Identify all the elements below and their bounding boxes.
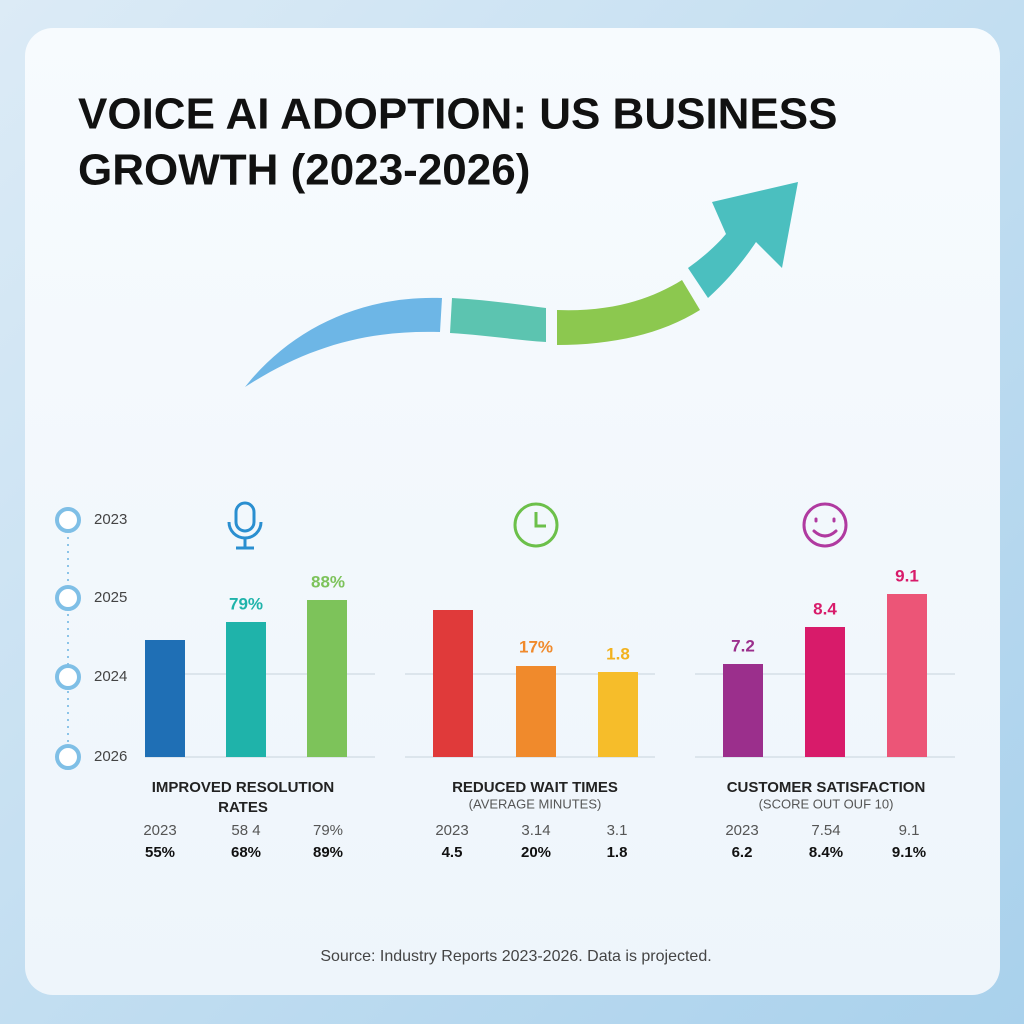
bar-label: 7.2 <box>731 636 755 655</box>
smiley-icon <box>802 502 848 548</box>
bar-label: 8.4 <box>813 599 837 618</box>
panel-subtitle: (AVERAGE MINUTES) <box>469 796 602 811</box>
clock-icon <box>513 502 559 548</box>
table-cell: 89% <box>313 844 343 861</box>
panel-title: REDUCED WAIT TIMES <box>452 779 618 796</box>
table-cell: 9.1 <box>899 822 920 839</box>
smiley-face <box>812 517 838 538</box>
bar <box>887 594 927 757</box>
bar <box>805 627 845 757</box>
table-cell: 2023 <box>725 822 758 839</box>
table-cell: 3.14 <box>521 822 550 839</box>
table-cell: 79% <box>313 822 343 839</box>
table-cell: 4.5 <box>442 844 463 861</box>
clock-hands <box>534 512 546 528</box>
bar <box>516 666 556 757</box>
table-cell: 2023 <box>435 822 468 839</box>
mic-head <box>234 501 256 533</box>
bar <box>226 622 266 757</box>
timeline-node <box>55 664 81 690</box>
bar <box>307 600 347 757</box>
timeline-label: 2025 <box>94 589 127 606</box>
bar <box>598 672 638 757</box>
title-line: VOICE AI ADOPTION: US BUSINESS <box>78 90 838 139</box>
bar-label: 17% <box>519 637 553 656</box>
table-cell: 58 4 <box>231 822 260 839</box>
mic-icon <box>227 501 263 550</box>
mic-stand <box>227 521 263 550</box>
bar-label: 1.8 <box>606 644 630 663</box>
growth-arrow <box>245 182 798 387</box>
bar <box>723 664 763 757</box>
title-line: GROWTH (2023-2026) <box>78 146 530 195</box>
timeline-label: 2023 <box>94 511 127 528</box>
table-cell: 20% <box>521 844 551 861</box>
table-cell: 68% <box>231 844 261 861</box>
timeline-node <box>55 744 81 770</box>
panel-title: RATES <box>218 799 268 816</box>
timeline-node <box>55 507 81 533</box>
table-cell: 2023 <box>143 822 176 839</box>
timeline-node <box>55 585 81 611</box>
table-cell: 1.8 <box>607 844 628 861</box>
table-cell: 55% <box>145 844 175 861</box>
bar <box>433 610 473 757</box>
table-cell: 7.54 <box>811 822 840 839</box>
panel-subtitle: (SCORE OUT OUF 10) <box>759 796 894 811</box>
bar <box>145 640 185 757</box>
bar-label: 79% <box>229 594 263 613</box>
table-cell: 3.1 <box>607 822 628 839</box>
bar-label: 9.1 <box>895 566 919 585</box>
panel-title: IMPROVED RESOLUTION <box>152 779 335 796</box>
timeline-label: 2026 <box>94 748 127 765</box>
panel-title: CUSTOMER SATISFACTION <box>727 779 926 796</box>
bar-label: 88% <box>311 572 345 591</box>
timeline-label: 2024 <box>94 668 127 685</box>
table-cell: 6.2 <box>732 844 753 861</box>
source-note: Source: Industry Reports 2023-2026. Data… <box>320 948 711 965</box>
table-cell: 8.4% <box>809 844 843 861</box>
table-cell: 9.1% <box>892 844 926 861</box>
